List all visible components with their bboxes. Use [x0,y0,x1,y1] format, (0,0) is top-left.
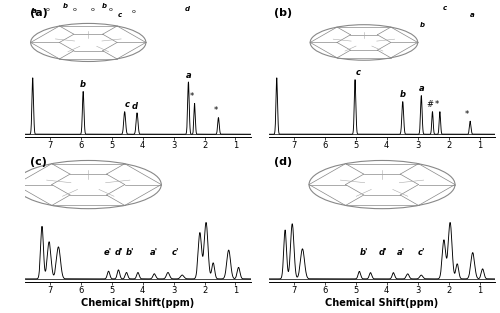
Text: *: * [434,100,439,110]
Text: a': a' [396,249,404,258]
Text: *: * [213,106,218,115]
Text: *: * [190,92,194,101]
Text: a': a' [150,249,158,258]
Text: o: o [46,7,50,12]
X-axis label: Chemical Shift(ppm): Chemical Shift(ppm) [82,298,194,308]
Text: a: a [186,71,191,80]
Text: b: b [400,90,406,99]
Text: (a): (a) [30,8,48,18]
Text: #: # [426,100,433,110]
Text: o: o [91,7,94,12]
Text: c': c' [418,249,425,258]
Text: c: c [118,12,122,18]
Text: b': b' [126,249,134,258]
Text: b: b [63,3,68,9]
Text: c': c' [172,249,179,258]
Text: b': b' [360,249,368,258]
Text: d': d' [378,249,388,258]
Text: b: b [80,80,86,89]
Text: o: o [132,9,136,14]
Text: (b): (b) [274,8,291,18]
Text: *: * [465,110,469,119]
Text: a: a [32,8,36,14]
Text: a: a [418,85,424,93]
X-axis label: Chemical Shift(ppm): Chemical Shift(ppm) [326,298,438,308]
Text: d: d [185,7,190,13]
Text: b: b [102,3,106,9]
Text: c: c [356,68,360,77]
Text: c: c [124,100,130,110]
Text: o: o [73,7,76,12]
Text: b: b [420,22,425,28]
Text: (c): (c) [30,157,46,167]
Text: a: a [470,12,475,18]
Text: d': d' [115,249,124,258]
Text: d: d [132,102,138,110]
Text: c: c [443,5,448,11]
Text: o: o [109,7,113,12]
Text: e': e' [104,249,112,258]
Text: (d): (d) [274,157,291,167]
